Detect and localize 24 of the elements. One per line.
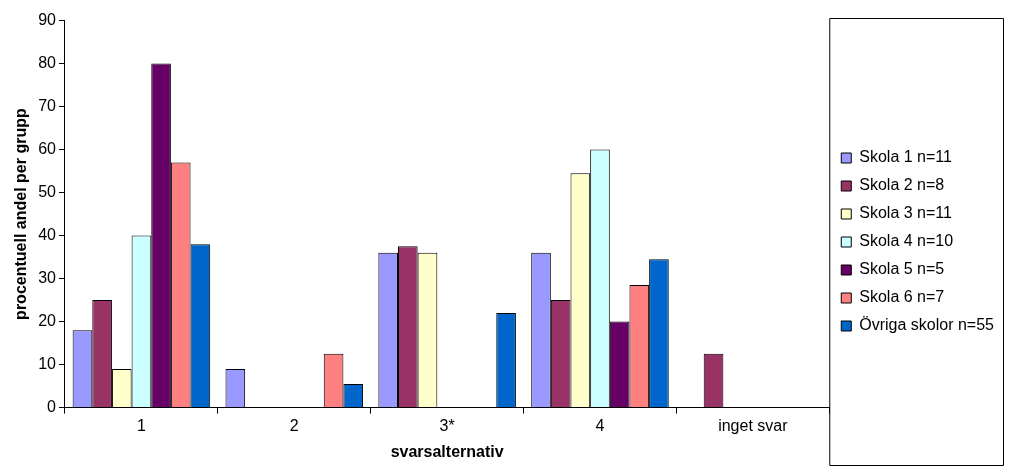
y-tick-label: 50 — [38, 183, 57, 201]
x-axis-title: svarsalternativ — [390, 442, 504, 460]
x-tick-label: 1 — [136, 416, 146, 434]
y-tick-label: 90 — [38, 11, 57, 29]
legend-label: Skola 2 n=8 — [859, 176, 945, 194]
legend-label: Skola 3 n=11 — [859, 204, 953, 222]
legend-label: Skola 6 n=7 — [859, 288, 945, 306]
y-tick-label: 0 — [47, 398, 57, 416]
y-tick-label: 70 — [38, 97, 57, 115]
y-tick-label: 20 — [38, 312, 57, 330]
y-tick-label: 10 — [38, 355, 57, 373]
legend-label: Skola 5 n=5 — [859, 260, 945, 278]
x-tick-label: 4 — [595, 416, 605, 434]
legend-label: Skola 1 n=11 — [859, 148, 953, 166]
y-tick-label: 40 — [38, 226, 57, 244]
legend-label: Skola 4 n=10 — [859, 232, 954, 250]
x-tick-label: 2 — [289, 416, 299, 434]
y-tick-label: 80 — [38, 54, 57, 72]
y-axis-title: procentuell andel per grupp — [12, 108, 30, 320]
legend-label: Övriga skolor n=55 — [859, 316, 995, 334]
y-tick-label: 60 — [38, 140, 57, 158]
x-tick-label: inget svar — [718, 416, 789, 434]
y-tick-label: 30 — [38, 269, 57, 287]
x-tick-label: 3* — [439, 416, 455, 434]
